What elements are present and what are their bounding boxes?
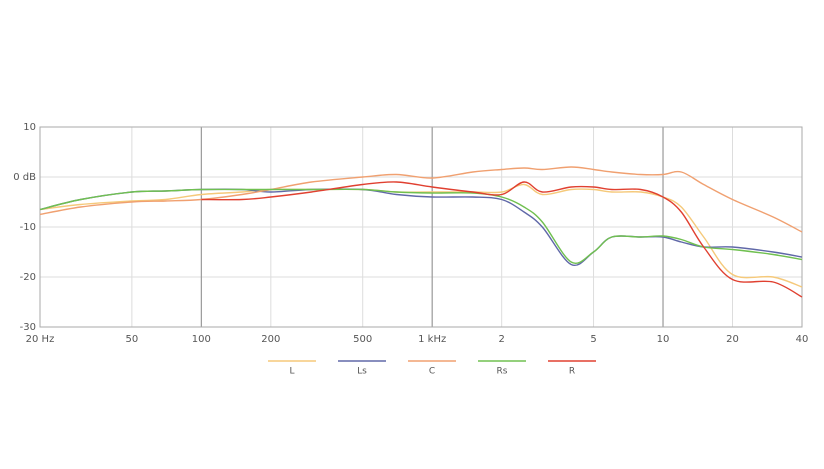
x-tick-label: 20 Hz [26,334,55,345]
x-tick-label: 5 [590,334,596,345]
x-tick-label: 1 kHz [418,334,446,345]
y-tick-label: -20 [20,272,36,283]
x-tick-label: 40 [796,334,809,345]
plot-frame [39,126,803,328]
y-tick-label: -10 [20,222,36,233]
series-line [201,181,803,298]
legend-label: Rs [497,367,508,377]
legend-label: Ls [357,367,367,377]
series-line [39,188,803,264]
x-tick-label: 10 [657,334,670,345]
x-tick-label: 2 [498,334,504,345]
x-tick-label: 200 [261,334,280,345]
y-tick-label: 10 [23,122,36,133]
x-tick-label: 100 [192,334,211,345]
y-tick-label: -30 [20,322,36,333]
legend-label: C [429,367,435,377]
series-line [39,183,803,288]
series-line [39,166,803,233]
legend-label: R [569,367,575,377]
x-tick-label: 500 [353,334,372,345]
x-tick-label: 20 [726,334,739,345]
legend-label: L [289,367,294,377]
x-tick-label: 50 [125,334,138,345]
y-tick-label: 0 dB [13,172,36,183]
